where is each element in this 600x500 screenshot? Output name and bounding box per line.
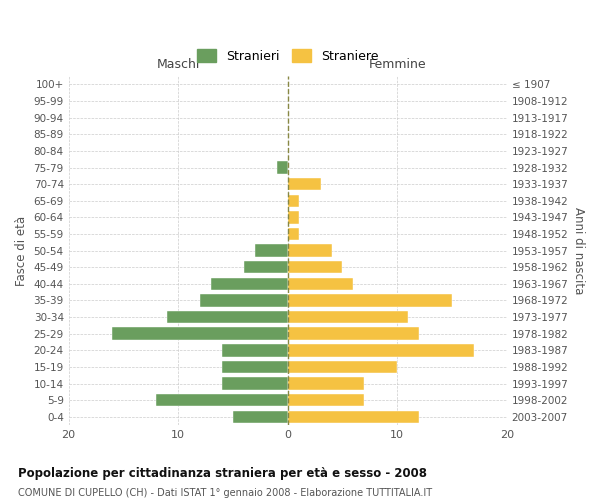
Bar (287, 244, 331, 257)
Text: COMUNE DI CUPELLO (CH) - Dati ISTAT 1° gennaio 2008 - Elaborazione TUTTITALIA.IT: COMUNE DI CUPELLO (CH) - Dati ISTAT 1° g… (18, 488, 432, 498)
Bar (222, 378, 287, 390)
Bar (287, 378, 364, 390)
Y-axis label: Anni di nascita: Anni di nascita (572, 207, 585, 294)
Bar (287, 194, 299, 207)
Bar (287, 410, 419, 423)
Text: Popolazione per cittadinanza straniera per età e sesso - 2008: Popolazione per cittadinanza straniera p… (18, 468, 427, 480)
Bar (287, 228, 299, 240)
Bar (287, 178, 320, 190)
Bar (287, 311, 408, 324)
Y-axis label: Fasce di età: Fasce di età (15, 216, 28, 286)
Bar (233, 410, 287, 423)
Bar (287, 360, 397, 373)
Bar (287, 344, 474, 356)
Bar (112, 328, 287, 340)
Bar (255, 244, 287, 257)
Text: Maschi: Maschi (157, 58, 200, 71)
Bar (287, 328, 419, 340)
Bar (211, 278, 287, 290)
Bar (287, 394, 364, 406)
Bar (244, 261, 287, 274)
Bar (287, 294, 452, 306)
Legend: Stranieri, Straniere: Stranieri, Straniere (192, 44, 383, 68)
Bar (200, 294, 287, 306)
Bar (222, 360, 287, 373)
Bar (287, 278, 353, 290)
Bar (167, 311, 287, 324)
Bar (156, 394, 287, 406)
Bar (222, 344, 287, 356)
Bar (277, 162, 287, 173)
Bar (287, 261, 343, 274)
Text: Femmine: Femmine (368, 58, 426, 71)
Bar (287, 211, 299, 224)
